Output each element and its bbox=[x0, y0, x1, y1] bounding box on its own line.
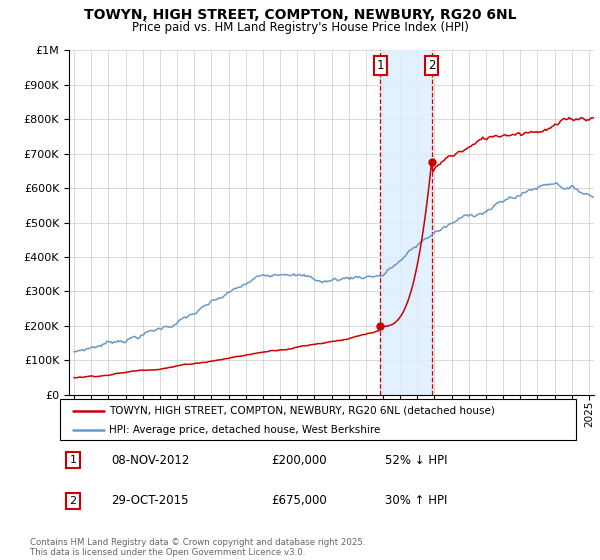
Text: 2: 2 bbox=[70, 496, 76, 506]
Text: 29-OCT-2015: 29-OCT-2015 bbox=[112, 494, 189, 507]
Text: TOWYN, HIGH STREET, COMPTON, NEWBURY, RG20 6NL (detached house): TOWYN, HIGH STREET, COMPTON, NEWBURY, RG… bbox=[109, 405, 495, 416]
Text: Contains HM Land Registry data © Crown copyright and database right 2025.
This d: Contains HM Land Registry data © Crown c… bbox=[30, 538, 365, 557]
Text: TOWYN, HIGH STREET, COMPTON, NEWBURY, RG20 6NL: TOWYN, HIGH STREET, COMPTON, NEWBURY, RG… bbox=[84, 8, 516, 22]
Text: HPI: Average price, detached house, West Berkshire: HPI: Average price, detached house, West… bbox=[109, 425, 380, 435]
Text: £200,000: £200,000 bbox=[272, 454, 327, 467]
Text: 08-NOV-2012: 08-NOV-2012 bbox=[112, 454, 190, 467]
Text: £675,000: £675,000 bbox=[272, 494, 328, 507]
Text: Price paid vs. HM Land Registry's House Price Index (HPI): Price paid vs. HM Land Registry's House … bbox=[131, 21, 469, 34]
Text: 1: 1 bbox=[377, 59, 384, 72]
Bar bbox=[380, 50, 431, 395]
FancyBboxPatch shape bbox=[60, 399, 576, 440]
Text: 30% ↑ HPI: 30% ↑ HPI bbox=[385, 494, 448, 507]
Text: 1: 1 bbox=[70, 455, 76, 465]
Text: 2: 2 bbox=[428, 59, 435, 72]
Text: 52% ↓ HPI: 52% ↓ HPI bbox=[385, 454, 448, 467]
